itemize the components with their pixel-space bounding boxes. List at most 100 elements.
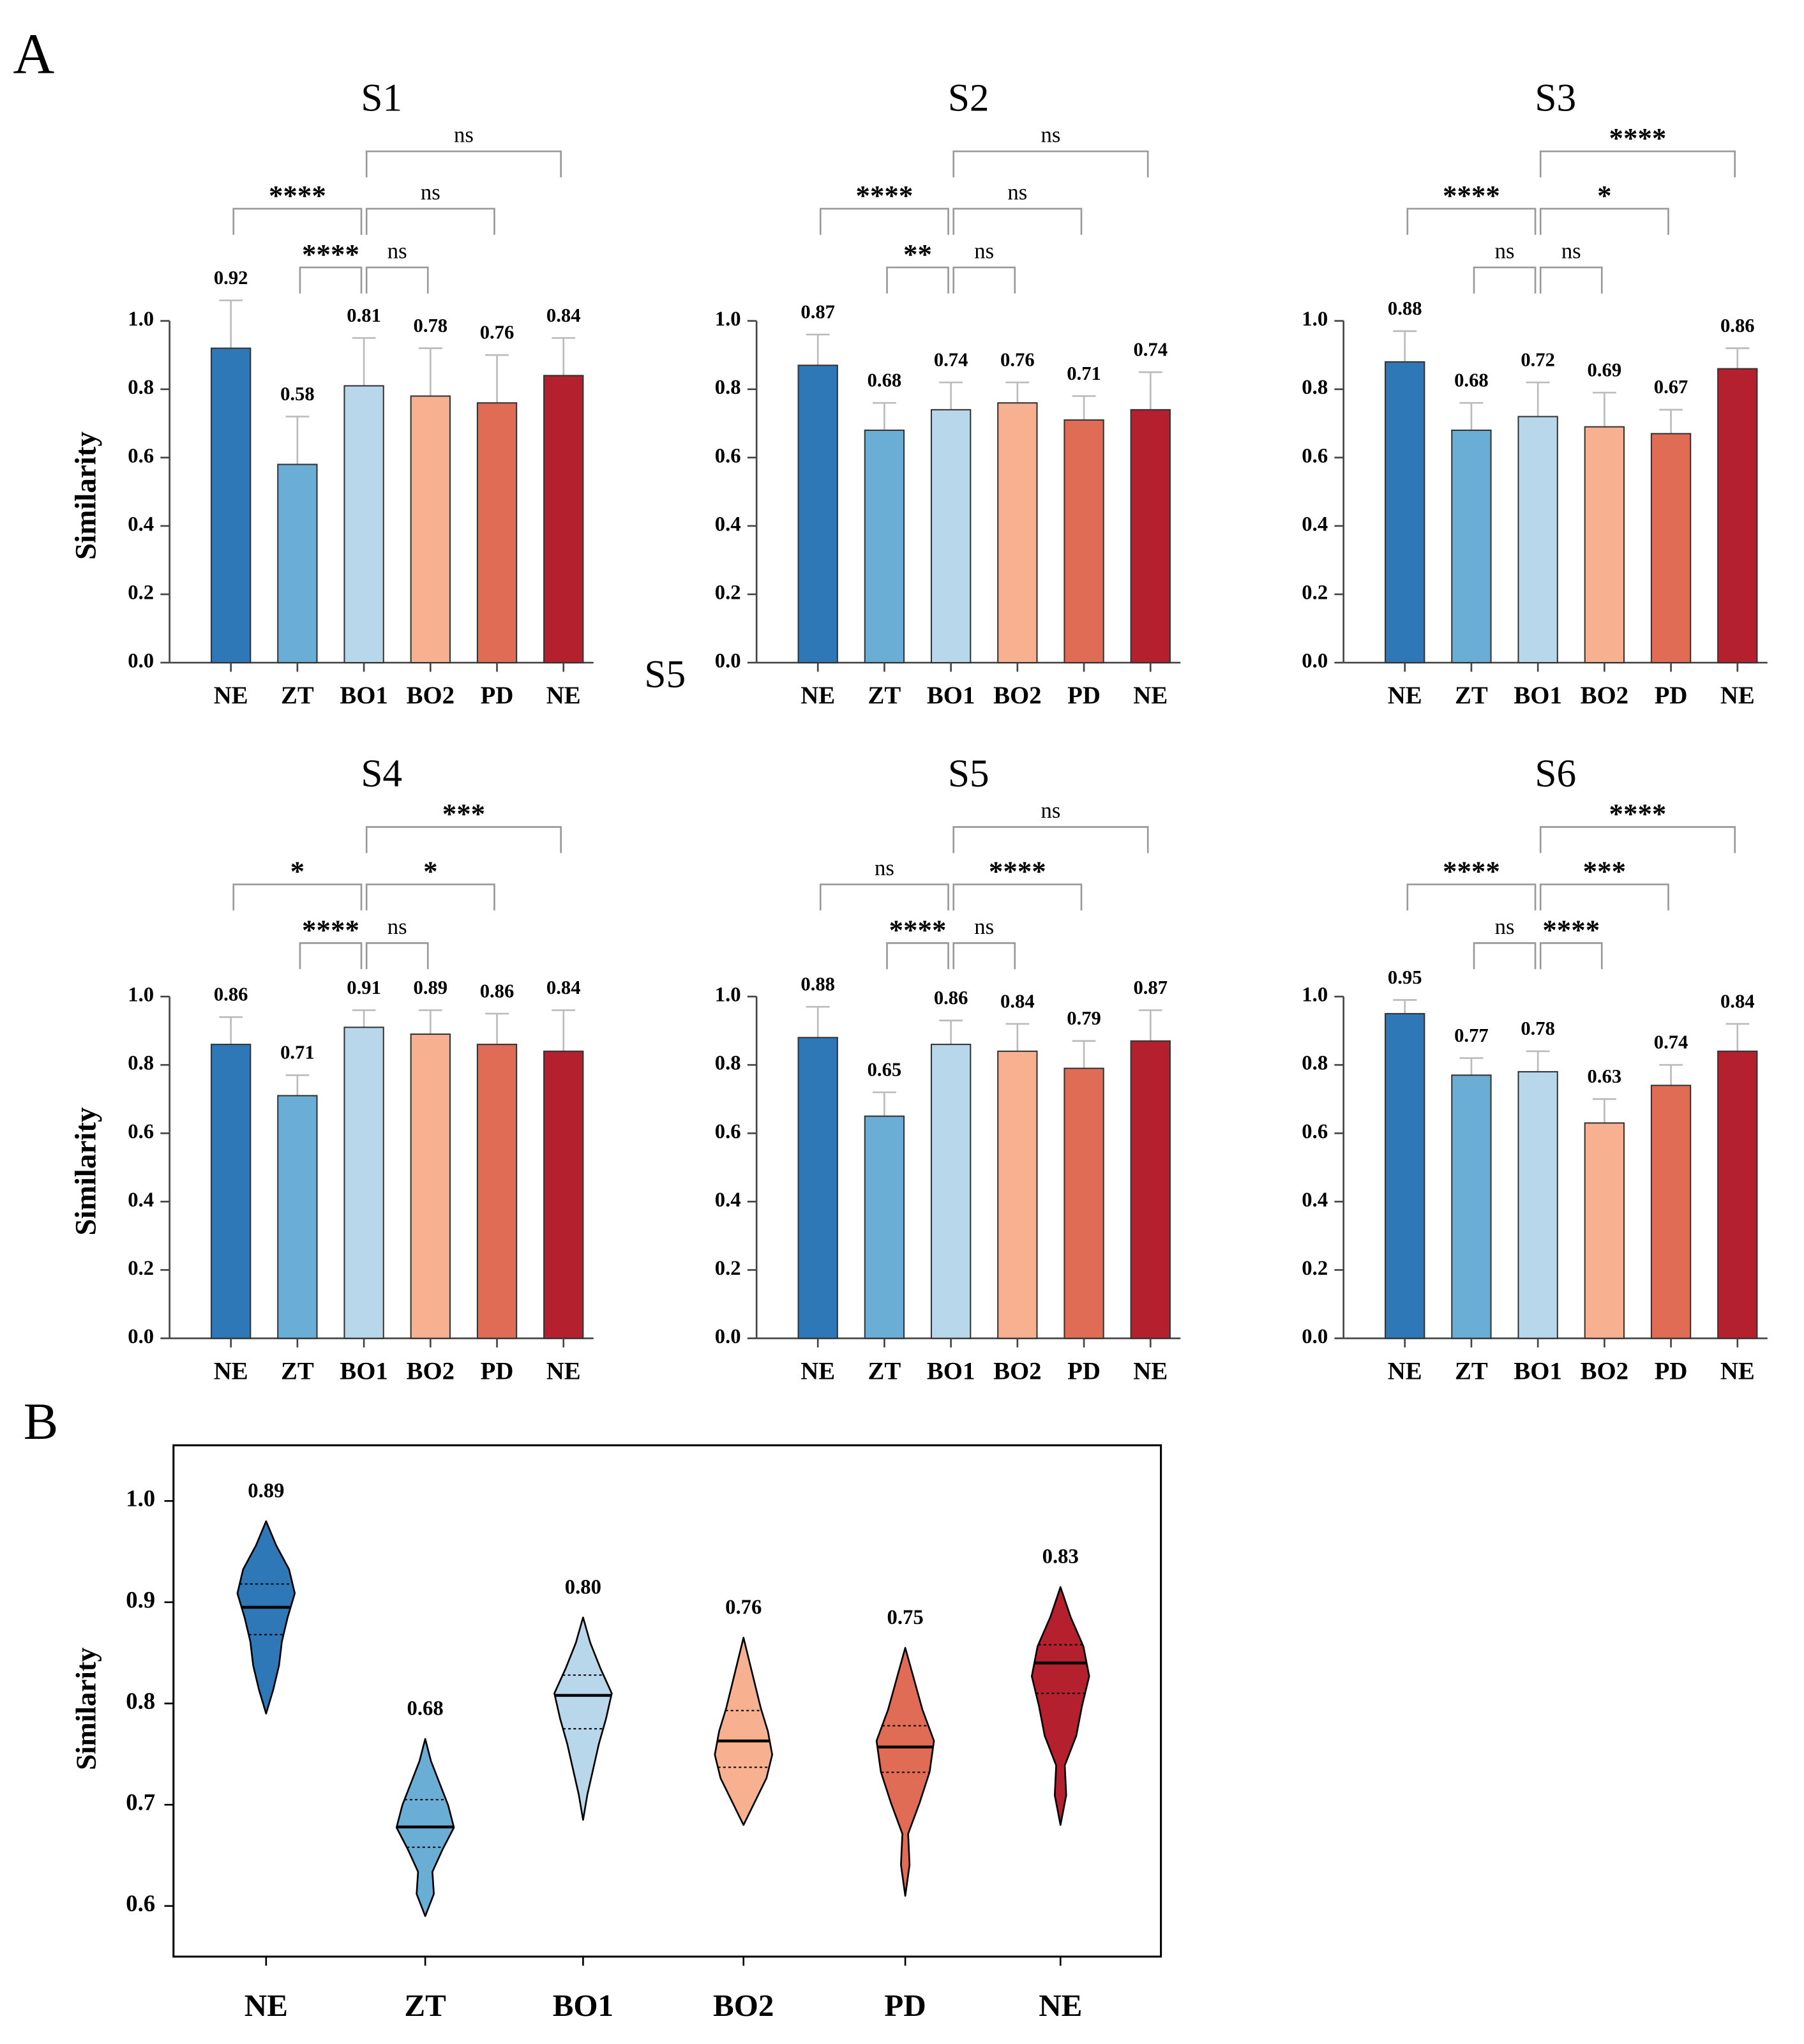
significance-label: * <box>290 855 304 887</box>
y-tick-label: 0.8 <box>126 1688 155 1714</box>
x-tick-label: BO1 <box>927 682 975 709</box>
bar <box>277 463 318 664</box>
significance-bracket <box>952 150 1149 177</box>
significance-bracket <box>365 150 562 177</box>
x-tick-label: NE <box>1133 1358 1168 1385</box>
x-tick-label: NE <box>1388 1358 1422 1385</box>
bar <box>997 402 1038 664</box>
value-label: 0.95 <box>1388 966 1422 988</box>
significance-label: ns <box>1007 179 1027 204</box>
x-tick-label: PD <box>481 682 514 709</box>
bar <box>1517 1071 1558 1339</box>
value-label: 0.67 <box>1654 376 1688 398</box>
significance-bracket <box>1539 942 1603 970</box>
significance-bracket <box>299 942 363 970</box>
significance-label: * <box>1597 179 1611 211</box>
bar <box>1130 1040 1171 1339</box>
value-label: 0.74 <box>1133 338 1168 360</box>
y-tick-label: 1.0 <box>715 308 741 331</box>
significance-bracket <box>365 207 495 235</box>
significance-bracket <box>232 207 363 235</box>
bar <box>864 1115 905 1339</box>
significance-label: **** <box>889 913 947 945</box>
y-tick-label: 1.0 <box>128 984 154 1007</box>
significance-bracket <box>886 266 949 294</box>
significance-bracket <box>232 883 363 911</box>
x-tick-label: PD <box>1067 682 1101 709</box>
bar <box>543 375 584 664</box>
y-axis-label: Similarity <box>70 1107 103 1235</box>
value-label: 0.84 <box>1720 990 1755 1012</box>
value-label: 0.78 <box>414 315 448 336</box>
plot-frame <box>172 1444 1162 1958</box>
bar <box>1130 409 1171 664</box>
bar <box>1451 1074 1492 1339</box>
significance-bracket <box>365 266 429 294</box>
value-label: 0.79 <box>1067 1007 1101 1029</box>
significance-bracket <box>1473 266 1537 294</box>
value-label: 0.76 <box>1000 349 1035 370</box>
x-tick-label: BO2 <box>993 1358 1041 1385</box>
bar <box>211 347 252 664</box>
bar <box>797 364 838 664</box>
bar <box>476 402 518 664</box>
y-tick-label: 0.0 <box>1302 650 1328 673</box>
bar <box>997 1050 1038 1339</box>
bar <box>1385 1012 1425 1339</box>
x-tick-label: BO2 <box>1581 1358 1628 1385</box>
significance-bracket <box>886 942 949 970</box>
significance-label: **** <box>302 913 359 945</box>
value-label: 0.92 <box>214 267 248 289</box>
value-label: 0.58 <box>280 383 315 405</box>
x-tick-label: NE <box>214 682 248 709</box>
value-label: 0.74 <box>1654 1032 1688 1053</box>
significance-bracket <box>952 266 1016 294</box>
chart-title: S1 <box>361 76 402 119</box>
value-label: 0.69 <box>1588 359 1622 380</box>
y-axis-label: Similarity <box>70 432 103 560</box>
value-label: 0.84 <box>1000 990 1035 1012</box>
x-tick-label: BO2 <box>1581 682 1628 709</box>
significance-label: **** <box>855 179 913 211</box>
value-label: 0.84 <box>546 304 581 326</box>
x-tick-label: BO1 <box>1514 682 1561 709</box>
bar <box>476 1044 518 1339</box>
bar <box>930 1044 972 1339</box>
bar <box>864 429 905 664</box>
panel-letter: B <box>24 1392 59 1450</box>
x-tick-label: ZT <box>868 682 901 709</box>
x-tick-label: BO1 <box>1514 1358 1561 1385</box>
bar <box>1650 433 1692 664</box>
significance-label: **** <box>269 179 326 211</box>
chart-title: S3 <box>1535 76 1576 119</box>
x-tick-label: ZT <box>1455 682 1488 709</box>
bar <box>543 1050 584 1339</box>
significance-bracket <box>1539 266 1603 294</box>
bar <box>410 1033 451 1339</box>
chart-title: S5 <box>948 752 989 795</box>
value-label: 0.89 <box>248 1480 284 1503</box>
value-label: 0.76 <box>725 1596 762 1619</box>
significance-bracket <box>1539 883 1669 911</box>
bar <box>410 395 451 664</box>
significance-bracket <box>365 826 562 853</box>
significance-label: ns <box>1041 798 1061 823</box>
value-label: 0.86 <box>1720 315 1755 336</box>
significance-bracket <box>1473 942 1537 970</box>
x-tick-label: BO2 <box>993 682 1041 709</box>
value-label: 0.74 <box>934 349 968 370</box>
y-tick-label: 0.6 <box>715 1120 741 1143</box>
y-tick-label: 1.0 <box>715 984 741 1007</box>
bar <box>211 1044 252 1339</box>
x-tick-label: NE <box>1388 682 1422 709</box>
x-tick-label: BO2 <box>407 682 455 709</box>
x-tick-label: ZT <box>1455 1358 1488 1385</box>
chart-title: S2 <box>948 76 989 119</box>
y-tick-label: 0.6 <box>128 444 154 467</box>
y-tick-label: 0.6 <box>126 1890 155 1916</box>
y-tick-label: 0.2 <box>128 1257 154 1280</box>
chart-title: S6 <box>1535 752 1576 795</box>
x-tick-label: ZT <box>281 682 314 709</box>
y-tick-label: 0.0 <box>128 650 154 673</box>
y-tick-label: 0.4 <box>128 1189 154 1212</box>
